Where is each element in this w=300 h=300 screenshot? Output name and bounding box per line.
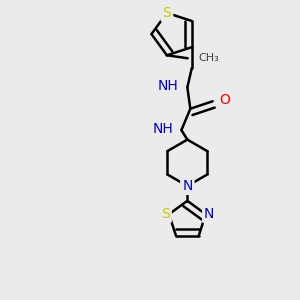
Text: S: S	[161, 207, 170, 221]
Text: NH: NH	[152, 122, 173, 136]
Text: N: N	[182, 179, 193, 193]
Text: CH₃: CH₃	[198, 53, 219, 63]
Text: N: N	[204, 207, 214, 221]
Text: NH: NH	[158, 79, 178, 93]
Text: S: S	[163, 6, 171, 20]
Text: O: O	[219, 93, 230, 107]
